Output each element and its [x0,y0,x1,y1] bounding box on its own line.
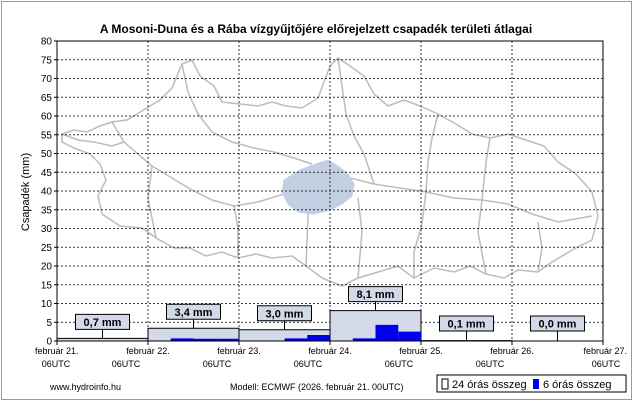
y-tick-label: 30 [41,224,53,235]
value-label-text: 0,0 mm [539,319,577,331]
x-tick-label-date: február 21. [35,346,79,356]
legend: 24 órás összeg 6 órás összeg [437,375,626,392]
value-label-text: 0,1 mm [448,319,486,331]
y-tick-label: 35 [41,205,53,216]
y-tick-label: 40 [41,187,53,198]
x-axis-ticks: február 21. 06UTC február 22. 06UTC február … [35,341,627,369]
x-tick-label-date: február 23. [217,346,261,356]
grid [57,41,603,341]
y-tick-label: 65 [41,93,53,104]
x-tick-label-date: február 26. [490,346,534,356]
legend-label-24h: 24 órás összeg [452,379,527,391]
y-tick-label: 75 [41,55,53,66]
source-website: www.hydroinfo.hu [49,382,121,392]
y-tick-label: 80 [41,37,53,48]
value-label-text: 3,4 mm [175,307,213,319]
y-tick-label: 20 [41,262,53,273]
map-highlight-region [282,160,354,214]
catchment-subdivide [414,114,438,278]
catchment-subdivide [338,58,374,184]
legend-swatch-24h [442,379,448,389]
y-tick-label: 55 [41,130,53,141]
x-tick-label-time: 06UTC [112,359,141,369]
x-tick-label-date: február 27. [583,346,627,356]
legend-label-6h: 6 órás összeg [543,379,611,391]
y-tick-label: 45 [41,168,53,179]
x-tick-label-time: 06UTC [385,359,414,369]
y-tick-label: 10 [41,299,53,310]
catchment-subdivide [478,138,490,274]
legend-swatch-6h [533,379,539,389]
x-tick-label-time: 06UTC [203,359,232,369]
precipitation-chart: A Mosoni-Duna és a Rába vízgyűjtőjére el… [2,2,631,399]
y-axis-label: Csapadék (mm) [20,153,32,231]
y-tick-label: 5 [46,318,52,329]
y-tick-label: 50 [41,149,53,160]
value-label-text: 3,0 mm [266,308,304,320]
catchment-subdivide [62,134,124,146]
six-hour-bar [398,332,421,341]
x-tick-label-time: 06UTC [476,359,505,369]
x-tick-label-time: 06UTC [294,359,323,369]
value-label-text: 8,1 mm [357,289,395,301]
value-label-text: 0,7 mm [84,317,122,329]
x-tick-label-date: február 24. [308,346,352,356]
y-tick-label: 70 [41,74,53,85]
x-tick-label-time: 06UTC [592,359,621,369]
x-tick-label-date: február 22. [126,346,170,356]
model-info: Modell: ECMWF (2026. február 21. 00UTC) [230,382,404,392]
six-hour-bar [376,325,399,341]
x-tick-label-time: 06UTC [42,359,71,369]
six-hour-bar [307,335,330,341]
x-tick-label-date: február 25. [399,346,443,356]
y-tick-label: 60 [41,112,53,123]
y-tick-label: 15 [41,280,53,291]
y-tick-label: 25 [41,243,53,254]
catchment-subdivide [112,122,592,222]
chart-title: A Mosoni-Duna és a Rába vízgyűjtőjére el… [100,22,532,36]
